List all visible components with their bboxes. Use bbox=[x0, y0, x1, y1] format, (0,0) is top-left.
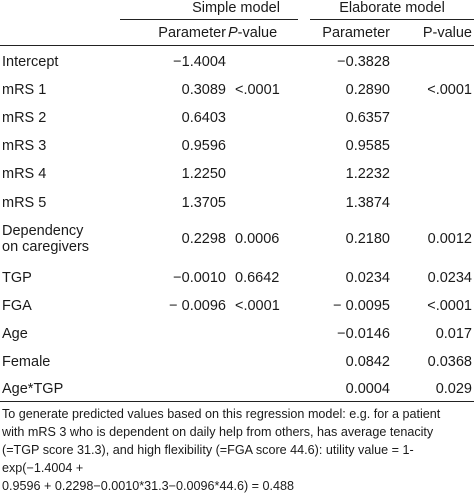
simple-pvalue: 0.0006 bbox=[235, 231, 280, 247]
simple-pvalue: <.0001 bbox=[235, 82, 280, 98]
row-label: Dependency bbox=[2, 223, 84, 239]
simple-pvalue: <.0001 bbox=[235, 298, 280, 314]
row-label: Age bbox=[2, 326, 28, 342]
elaborate-parameter: − 0.0095 bbox=[333, 298, 390, 314]
row-label: FGA bbox=[2, 298, 32, 314]
elaborate-parameter: 0.6357 bbox=[345, 110, 390, 126]
simple-parameter: 1.2250 bbox=[181, 166, 226, 182]
row-label: Age*TGP bbox=[2, 381, 64, 397]
simple-parameter: 0.3089 bbox=[181, 82, 226, 98]
elaborate-pvalue: 0.0234 bbox=[427, 270, 472, 286]
simple-parameter: 0.2298 bbox=[181, 231, 226, 247]
footnote-line: To generate predicted values based on th… bbox=[2, 407, 441, 421]
row-label: mRS 1 bbox=[2, 82, 47, 98]
elaborate-pvalue: 0.0012 bbox=[427, 231, 472, 247]
row-label: mRS 4 bbox=[2, 166, 47, 182]
table-bottom-rule bbox=[0, 401, 474, 402]
elaborate-pvalue: 0.029 bbox=[435, 381, 472, 397]
elaborate-parameter: 1.2232 bbox=[345, 166, 390, 182]
elaborate-parameter-header: Parameter bbox=[322, 25, 390, 41]
simple-parameter: −0.0010 bbox=[173, 270, 226, 286]
elaborate-parameter: 0.9585 bbox=[345, 138, 390, 154]
simple-parameter: 0.6403 bbox=[181, 110, 226, 126]
elaborate-parameter: 0.0004 bbox=[345, 381, 390, 397]
footnote-line: 0.9596 + 0.2298−0.0010*31.3−0.0096*44.6)… bbox=[2, 479, 295, 493]
simple-model-header: Simple model bbox=[192, 0, 280, 16]
elaborate-parameter: −0.3828 bbox=[337, 54, 390, 70]
row-label-continued: on caregivers bbox=[2, 239, 90, 255]
elaborate-parameter: 0.0234 bbox=[345, 270, 390, 286]
row-label: mRS 5 bbox=[2, 195, 47, 211]
elaborate-pvalue: 0.0368 bbox=[427, 354, 472, 370]
elaborate-pvalue-header: P-value bbox=[422, 25, 472, 41]
row-label: Female bbox=[2, 354, 51, 370]
elaborate-parameter: 0.0842 bbox=[345, 354, 390, 370]
simple-model-rule bbox=[120, 19, 298, 20]
elaborate-parameter: 0.2180 bbox=[345, 231, 390, 247]
footnote-line: with mRS 3 who is dependent on daily hel… bbox=[2, 425, 434, 439]
row-label: Intercept bbox=[2, 54, 59, 70]
simple-parameter: −1.4004 bbox=[173, 54, 226, 70]
row-label: TGP bbox=[2, 270, 32, 286]
footnote-line: (=TGP score 31.3), and high flexibility … bbox=[2, 443, 414, 475]
simple-parameter: − 0.0096 bbox=[169, 298, 226, 314]
elaborate-pvalue: 0.017 bbox=[435, 326, 472, 342]
simple-pvalue: 0.6642 bbox=[235, 270, 280, 286]
elaborate-parameter: 1.3874 bbox=[345, 195, 390, 211]
row-label: mRS 3 bbox=[2, 138, 47, 154]
elaborate-model-header: Elaborate model bbox=[339, 0, 445, 16]
elaborate-model-rule bbox=[310, 19, 474, 20]
simple-pvalue-header: P-value bbox=[228, 25, 278, 41]
simple-parameter-header: Parameter bbox=[158, 25, 226, 41]
elaborate-pvalue: <.0001 bbox=[427, 298, 472, 314]
simple-parameter: 1.3705 bbox=[181, 195, 226, 211]
header-bottom-rule bbox=[0, 45, 474, 46]
elaborate-pvalue: <.0001 bbox=[427, 82, 472, 98]
elaborate-parameter: −0.0146 bbox=[337, 326, 390, 342]
row-label: mRS 2 bbox=[2, 110, 47, 126]
table-footnote: To generate predicted values based on th… bbox=[2, 405, 472, 495]
simple-parameter: 0.9596 bbox=[181, 138, 226, 154]
elaborate-parameter: 0.2890 bbox=[345, 82, 390, 98]
